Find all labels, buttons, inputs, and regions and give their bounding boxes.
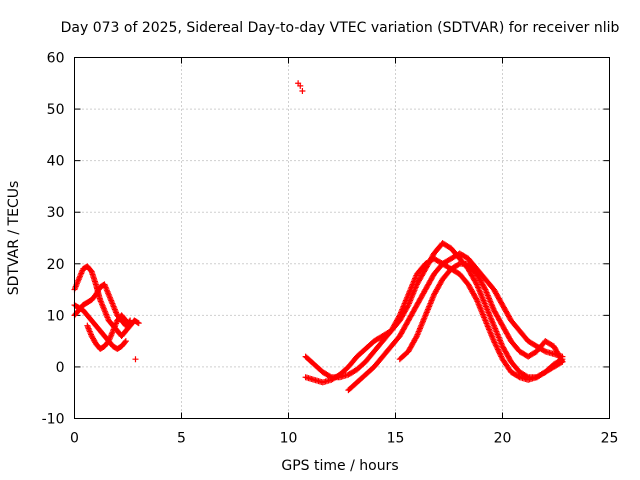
series-early-c: [71, 302, 129, 352]
data-point: [494, 346, 501, 353]
series-isolated: [132, 80, 306, 363]
data-point: [327, 373, 334, 380]
data-point: [122, 339, 129, 346]
data-point: [496, 350, 503, 357]
data-point: [493, 343, 500, 350]
data-point: [299, 88, 306, 95]
series-early-a: [71, 263, 142, 339]
data-point: [515, 373, 522, 380]
data-point: [491, 339, 498, 346]
data-point: [495, 347, 502, 354]
data-point: [559, 358, 566, 365]
x-axis-label: GPS time / hours: [281, 458, 398, 474]
data-point: [490, 338, 497, 345]
data-point: [126, 318, 133, 325]
y-axis-label: SDTVAR / TECUs: [6, 181, 22, 296]
data-point: [122, 317, 129, 324]
data-points: [71, 80, 566, 394]
series-early-d: [84, 312, 129, 352]
data-point: [413, 334, 420, 341]
y-tick-label: 10: [47, 308, 65, 324]
data-point: [455, 261, 462, 268]
data-point: [473, 280, 480, 287]
chart-title: Day 073 of 2025, Sidereal Day-to-day VTE…: [61, 20, 620, 36]
y-tick-label: 60: [47, 51, 65, 67]
x-tick-label: 10: [280, 431, 298, 447]
series-trace-4: [396, 260, 566, 365]
y-tick-label: 30: [47, 205, 65, 221]
data-point: [297, 82, 304, 89]
data-point: [497, 352, 504, 359]
series-trace-3: [345, 250, 566, 394]
data-point: [494, 345, 501, 352]
data-point: [496, 349, 503, 356]
axis-ticks: [74, 57, 610, 419]
y-tick-label: -10: [42, 412, 65, 428]
data-point: [541, 347, 548, 354]
plot-frame: [74, 57, 610, 419]
data-point: [132, 356, 139, 363]
y-tick-label: 40: [47, 154, 65, 170]
grid: [74, 57, 610, 419]
data-point: [492, 342, 499, 349]
data-point: [135, 320, 142, 327]
x-tick-label: 20: [494, 431, 512, 447]
series-trace-1: [302, 240, 566, 386]
y-tick-label: 0: [56, 360, 65, 376]
data-point: [498, 353, 505, 360]
y-tick-label: 50: [47, 102, 65, 118]
series-early-b: [71, 281, 134, 329]
data-point: [558, 357, 565, 364]
x-tick-label: 15: [387, 431, 405, 447]
x-tick-label: 25: [601, 431, 619, 447]
x-tick-label: 5: [177, 431, 186, 447]
data-point: [492, 340, 499, 347]
x-tick-label: 0: [70, 431, 79, 447]
data-point: [481, 285, 488, 292]
data-point: [122, 338, 129, 345]
data-point: [134, 319, 141, 326]
series-trace-2: [302, 255, 566, 383]
data-point: [396, 313, 403, 320]
tick-labels: 0 5 10 15 20 25 -10 0 10 20 30 40 50 60: [42, 51, 619, 447]
data-point: [122, 316, 129, 323]
y-tick-label: 20: [47, 257, 65, 273]
data-point: [473, 295, 480, 302]
